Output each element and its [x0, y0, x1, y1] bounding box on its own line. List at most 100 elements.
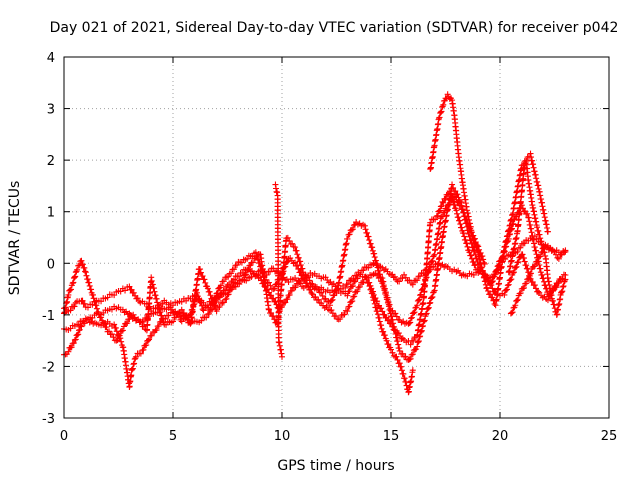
data-point — [294, 251, 301, 258]
data-point — [299, 265, 306, 272]
data-point — [249, 259, 256, 266]
data-point — [466, 233, 473, 240]
data-point — [76, 262, 83, 269]
data-point — [155, 322, 162, 329]
data-point — [520, 255, 527, 262]
data-point — [450, 184, 457, 191]
data-point — [559, 288, 566, 295]
data-point — [217, 282, 224, 289]
data-point — [407, 355, 414, 362]
data-point — [508, 309, 515, 316]
data-point — [244, 255, 251, 262]
y-tick-label: 3 — [47, 103, 55, 118]
data-point — [432, 216, 439, 223]
data-point — [470, 244, 477, 251]
data-point — [114, 337, 121, 344]
data-point — [509, 221, 516, 228]
data-point — [474, 242, 481, 249]
data-point — [450, 198, 457, 205]
data-point — [451, 201, 458, 208]
data-point — [378, 322, 385, 329]
data-point — [286, 237, 293, 244]
data-point — [407, 319, 414, 326]
data-point — [468, 255, 475, 262]
data-point — [248, 273, 255, 280]
y-tick-label: -1 — [42, 309, 55, 324]
data-point — [481, 260, 488, 267]
data-point — [197, 266, 204, 273]
data-point — [489, 274, 496, 281]
data-point — [449, 181, 456, 188]
data-point — [489, 294, 496, 301]
data-point — [137, 350, 144, 357]
series-H — [366, 279, 416, 396]
data-point — [75, 331, 82, 338]
data-point — [366, 237, 373, 244]
data-point — [331, 291, 338, 298]
data-point — [413, 346, 420, 353]
data-point — [369, 247, 376, 254]
x-axis-label: GPS time / hours — [277, 458, 394, 474]
data-point — [129, 365, 136, 372]
data-point — [372, 257, 379, 264]
data-point — [513, 263, 520, 270]
data-point — [75, 321, 82, 328]
data-point — [205, 310, 212, 317]
data-point — [537, 238, 544, 245]
data-point — [396, 347, 403, 354]
data-point — [238, 259, 245, 266]
data-point — [414, 277, 421, 284]
data-point — [354, 288, 361, 295]
data-point — [371, 297, 378, 304]
data-point — [544, 297, 551, 304]
data-point — [234, 280, 241, 287]
y-tick-label: -2 — [42, 360, 55, 375]
data-point — [460, 230, 467, 237]
data-point — [78, 257, 85, 264]
data-point — [233, 262, 240, 269]
data-point — [228, 286, 235, 293]
data-point — [111, 321, 118, 328]
data-point — [491, 288, 498, 295]
data-point — [319, 292, 326, 299]
data-point — [98, 298, 105, 305]
data-point — [396, 278, 403, 285]
x-tick-label: 20 — [492, 429, 509, 444]
data-point — [99, 317, 106, 324]
data-point — [535, 227, 542, 234]
data-point — [82, 268, 89, 275]
data-point — [538, 238, 545, 245]
data-point — [380, 283, 387, 290]
data-point — [459, 206, 466, 213]
data-point — [163, 321, 170, 328]
data-point — [429, 257, 436, 264]
data-point — [488, 282, 495, 289]
data-point — [435, 115, 442, 122]
data-point — [330, 292, 337, 299]
data-point — [514, 297, 521, 304]
data-point — [344, 281, 351, 288]
data-point — [81, 300, 88, 307]
data-point — [427, 263, 434, 270]
data-point — [440, 199, 447, 206]
data-point — [360, 267, 367, 274]
data-point — [402, 353, 409, 360]
y-tick-label: 0 — [47, 257, 55, 272]
data-point — [454, 210, 461, 217]
data-point — [211, 302, 218, 309]
data-point — [507, 226, 514, 233]
data-point — [220, 278, 227, 285]
data-point — [213, 298, 220, 305]
data-point — [148, 332, 155, 339]
data-point — [294, 262, 301, 269]
data-point — [562, 248, 569, 255]
data-point — [506, 231, 513, 238]
data-point — [219, 291, 226, 298]
data-point — [116, 332, 123, 339]
data-point — [216, 303, 223, 310]
y-tick-label: 1 — [47, 206, 55, 221]
data-point — [389, 307, 396, 314]
data-point — [428, 294, 435, 301]
data-point — [555, 255, 562, 262]
data-point — [501, 248, 508, 255]
